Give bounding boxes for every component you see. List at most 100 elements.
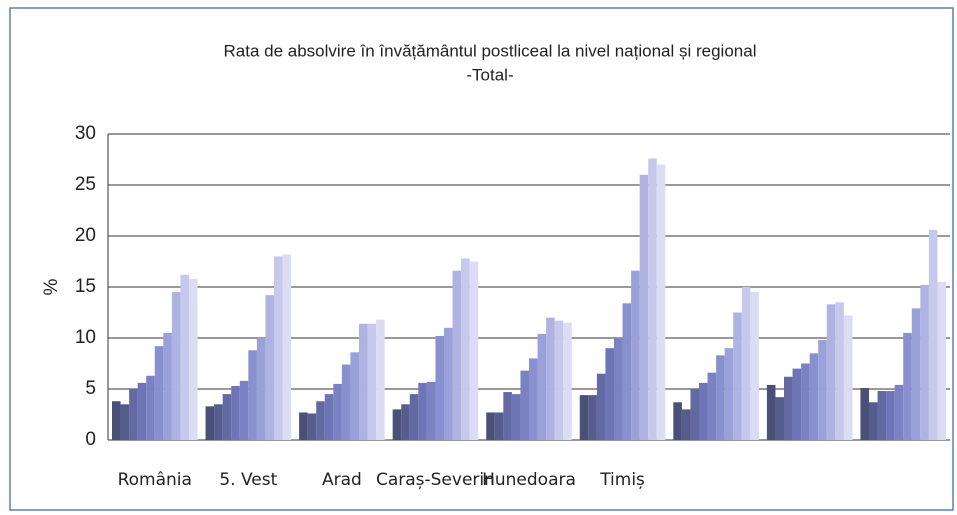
bar [699,382,708,440]
bar [435,335,444,440]
bar [860,387,869,440]
bar [818,340,827,440]
y-tick-label: 20 [75,225,96,246]
bar [588,395,597,440]
bar [239,380,249,440]
bar [359,323,368,440]
bar [307,413,317,440]
bar [350,352,359,440]
bar [469,261,479,440]
bar [401,404,410,440]
bar [631,270,640,440]
bar [316,401,325,440]
bar [928,229,938,440]
y-tick-label: 25 [75,174,96,195]
x-tick-label: 5. Vest [219,470,277,490]
bar [511,394,521,440]
y-tick-label: 15 [75,276,96,297]
bar [792,368,802,440]
bar [461,258,470,440]
bar [494,412,504,440]
bar [775,397,784,440]
bar [537,333,547,440]
bar [937,281,946,440]
x-tick-label: Timiș [599,470,645,490]
bar [503,392,512,440]
y-tick-label: 0 [85,429,96,450]
bar [163,332,172,440]
x-tick-label: Arad [322,470,362,490]
bar [614,338,623,440]
bar [843,315,853,440]
bar [274,256,283,440]
bar [189,278,198,440]
bar [835,302,844,440]
bar [248,350,257,440]
bar [596,373,606,440]
chart-title: Rata de absolvire în învățământul postli… [224,41,757,60]
bar [324,394,334,440]
bar [894,384,904,440]
bar [171,292,181,440]
x-tick-label: România [118,470,192,490]
bar [681,409,691,440]
bar [426,381,436,440]
bar [673,402,682,440]
bar [911,308,921,440]
bar [154,346,164,440]
bar [367,323,377,440]
bar [256,338,266,440]
bar [299,412,308,440]
bar [120,404,130,440]
bar [784,376,793,440]
bar [750,292,759,440]
y-tick-label: 10 [75,327,96,348]
bar [205,406,215,440]
bar [265,295,274,440]
bar [716,355,725,440]
bar [520,370,529,440]
bar [341,364,351,440]
bar [707,372,717,440]
bar [826,304,836,440]
bar [529,358,538,440]
bar [418,382,427,440]
bar [112,401,121,440]
bar [563,322,572,440]
bar [741,287,751,440]
bar [146,375,155,440]
bar [137,382,147,440]
bar [214,404,223,440]
bar [231,385,240,440]
bar [801,363,810,440]
bar [554,320,564,440]
chart-subtitle: -Total- [466,65,513,84]
bar [452,270,462,440]
x-tick-label: Caraș-Severin [376,470,495,490]
bar [639,174,649,441]
x-tick-label: Hunedoara [482,470,576,490]
bar [333,383,342,440]
bar [903,332,912,440]
bar [869,402,878,440]
y-tick-label: 5 [85,378,96,399]
bar [129,389,138,440]
bar [486,412,495,440]
bar [920,284,929,440]
bar [724,348,734,440]
bar [579,395,589,440]
bar [605,348,614,440]
bar [409,394,419,440]
bar [622,303,632,440]
bar [648,158,657,441]
bar [809,353,819,440]
bar [282,254,292,440]
bar [392,409,402,440]
bar [376,319,385,440]
bar [546,317,555,440]
y-tick-label: 30 [75,123,96,144]
bar [222,394,232,440]
bar [886,391,895,440]
bar [877,391,887,440]
